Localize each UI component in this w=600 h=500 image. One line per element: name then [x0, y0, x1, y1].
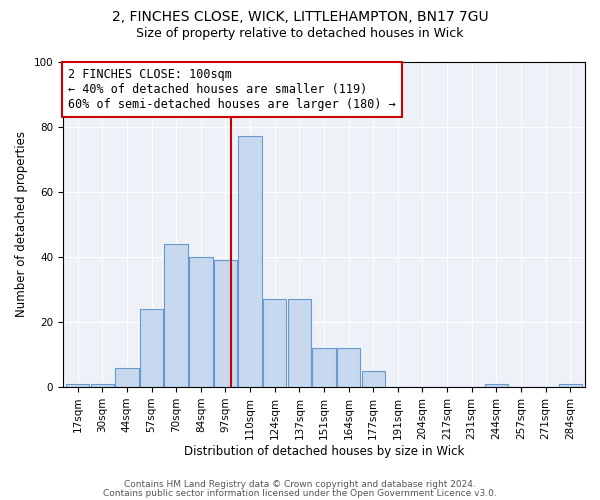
Bar: [115, 368, 139, 387]
Bar: [287, 299, 311, 387]
Bar: [263, 299, 286, 387]
Bar: [214, 260, 237, 387]
Bar: [189, 257, 212, 387]
Text: 2 FINCHES CLOSE: 100sqm
← 40% of detached houses are smaller (119)
60% of semi-d: 2 FINCHES CLOSE: 100sqm ← 40% of detache…: [68, 68, 396, 111]
Text: Contains public sector information licensed under the Open Government Licence v3: Contains public sector information licen…: [103, 489, 497, 498]
Bar: [91, 384, 114, 387]
Bar: [362, 371, 385, 387]
X-axis label: Distribution of detached houses by size in Wick: Distribution of detached houses by size …: [184, 444, 464, 458]
Text: Size of property relative to detached houses in Wick: Size of property relative to detached ho…: [136, 28, 464, 40]
Bar: [164, 244, 188, 387]
Text: Contains HM Land Registry data © Crown copyright and database right 2024.: Contains HM Land Registry data © Crown c…: [124, 480, 476, 489]
Bar: [238, 136, 262, 387]
Bar: [312, 348, 335, 387]
Bar: [337, 348, 360, 387]
Bar: [559, 384, 582, 387]
Text: 2, FINCHES CLOSE, WICK, LITTLEHAMPTON, BN17 7GU: 2, FINCHES CLOSE, WICK, LITTLEHAMPTON, B…: [112, 10, 488, 24]
Bar: [140, 309, 163, 387]
Y-axis label: Number of detached properties: Number of detached properties: [15, 132, 28, 318]
Bar: [66, 384, 89, 387]
Bar: [485, 384, 508, 387]
